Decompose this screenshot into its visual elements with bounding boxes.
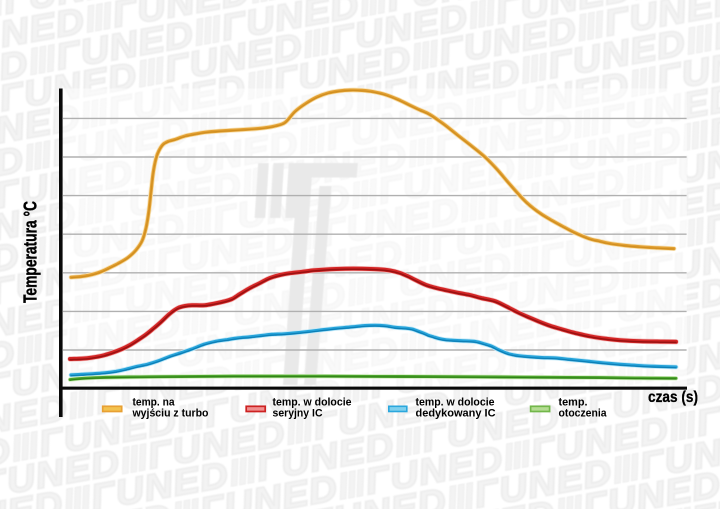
- svg-text:wyjściu z turbo: wyjściu z turbo: [132, 408, 209, 420]
- svg-text:temp. w dolocie: temp. w dolocie: [416, 396, 495, 408]
- svg-text:seryjny IC: seryjny IC: [273, 408, 323, 420]
- svg-text:dedykowany IC: dedykowany IC: [416, 408, 496, 420]
- svg-text:temp. na: temp. na: [133, 396, 176, 408]
- svg-text:temp.: temp.: [559, 396, 588, 408]
- svg-text:otoczenia: otoczenia: [559, 408, 608, 420]
- svg-text:Temperatura °C: Temperatura °C: [21, 201, 41, 303]
- svg-text:czas (s): czas (s): [648, 389, 698, 406]
- svg-text:temp. w dolocie: temp. w dolocie: [273, 396, 352, 408]
